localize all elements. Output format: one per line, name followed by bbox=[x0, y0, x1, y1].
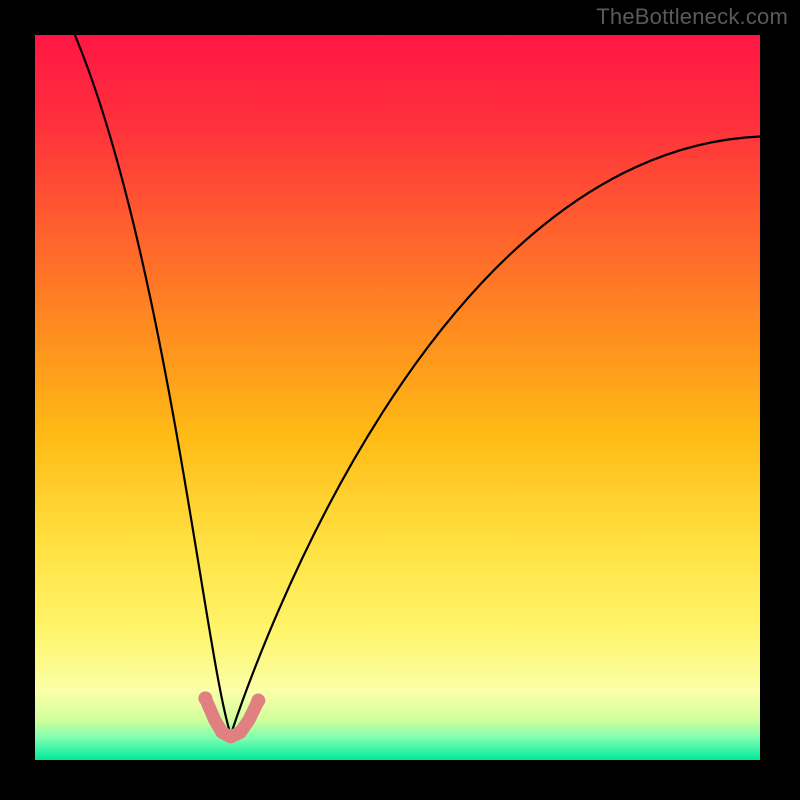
plot-background bbox=[35, 35, 760, 760]
bottleneck-curve-chart bbox=[0, 0, 800, 800]
highlight-end-dot bbox=[198, 691, 212, 705]
highlight-end-dot bbox=[251, 694, 265, 708]
chart-container: TheBottleneck.com bbox=[0, 0, 800, 800]
